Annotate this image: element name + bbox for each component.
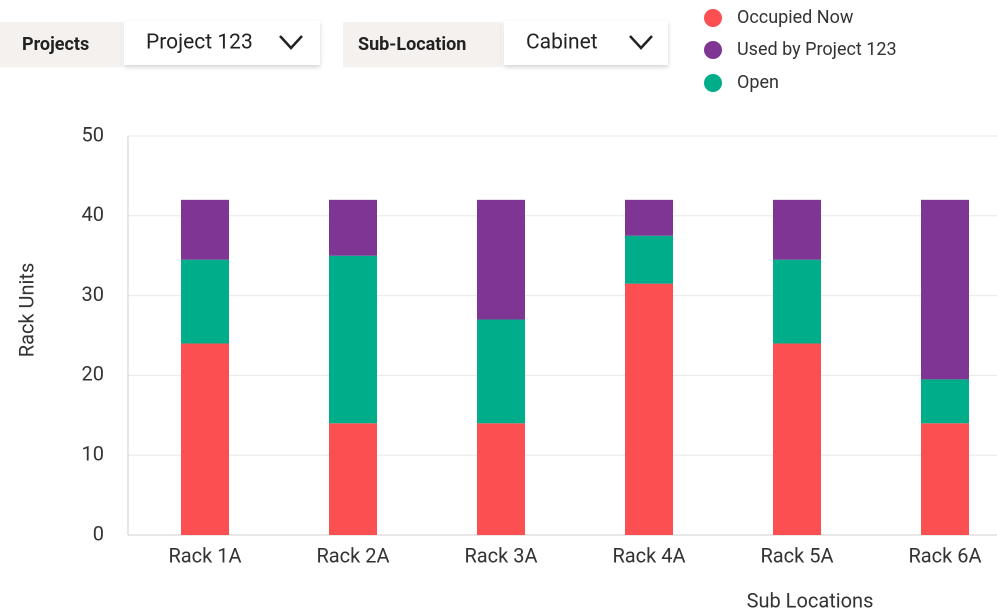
bar-segment xyxy=(773,199,821,260)
bar-segment xyxy=(477,423,525,535)
y-tick-label: 20 xyxy=(82,362,104,386)
legend-label: Open xyxy=(737,72,779,93)
control-label-bg xyxy=(0,22,122,67)
bar-segment xyxy=(181,343,229,535)
control-label: Projects xyxy=(22,34,89,55)
bar-segment xyxy=(921,423,969,535)
bar-segment xyxy=(329,423,377,535)
control-label-bg xyxy=(343,22,502,67)
bar-segment xyxy=(329,255,377,424)
dropdown-value[interactable]: Cabinet xyxy=(526,31,598,55)
bar-segment xyxy=(921,379,969,424)
y-tick-label: 40 xyxy=(82,202,104,226)
bar-segment xyxy=(477,319,525,424)
x-tick-label: Rack 6A xyxy=(908,543,981,567)
y-tick-label: 30 xyxy=(82,282,104,306)
x-tick-label: Rack 1A xyxy=(168,543,241,567)
control-label: Sub-Location xyxy=(358,34,466,55)
x-tick-label: Rack 4A xyxy=(612,543,685,567)
bar-segment xyxy=(773,259,821,344)
dropdown-value[interactable]: Project 123 xyxy=(146,31,253,55)
chevron[interactable] xyxy=(279,35,303,50)
bar-segment xyxy=(181,259,229,344)
bar-segment xyxy=(625,199,673,236)
legend-swatch xyxy=(704,9,722,27)
chevron[interactable] xyxy=(629,35,653,50)
bar-segment xyxy=(625,283,673,535)
y-tick-label: 50 xyxy=(82,122,104,146)
bar-segment xyxy=(921,199,969,380)
legend-label: Used by Project 123 xyxy=(737,39,897,60)
x-tick-label: Rack 2A xyxy=(316,543,389,567)
legend-swatch xyxy=(704,41,722,59)
bar-segment xyxy=(625,235,673,284)
y-axis-title: Rack Units xyxy=(14,263,38,358)
y-tick-label: 10 xyxy=(82,441,104,465)
y-tick-label: 0 xyxy=(93,521,104,545)
x-axis-title: Sub Locations xyxy=(747,588,874,612)
bar-segment xyxy=(329,199,377,256)
x-tick-label: Rack 3A xyxy=(464,543,537,567)
bar-segment xyxy=(477,199,525,320)
bar-segment xyxy=(181,199,229,260)
bar-segment xyxy=(773,343,821,535)
legend-swatch xyxy=(704,74,722,92)
x-tick-label: Rack 5A xyxy=(760,543,833,567)
dropdown[interactable] xyxy=(504,21,668,65)
legend-label: Occupied Now xyxy=(737,7,854,28)
